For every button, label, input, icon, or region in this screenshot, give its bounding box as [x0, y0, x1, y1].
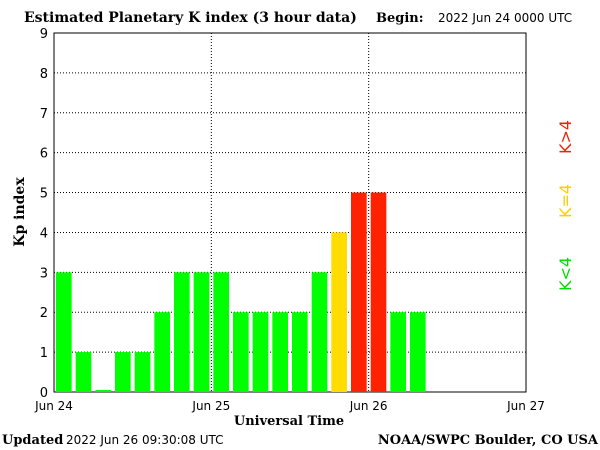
x-tick-labels: Jun 24 Jun 25 Jun 26 Jun 27 [34, 399, 545, 413]
y-tick-label-8: 8 [40, 67, 48, 82]
y-tick-label-2: 2 [40, 306, 48, 321]
begin-value: 2022 Jun 24 0000 UTC [438, 11, 572, 25]
bar-15 [331, 232, 347, 392]
bar-8 [193, 272, 210, 392]
legend-below-4: K<4 [556, 257, 575, 291]
bar-12 [272, 312, 288, 392]
bar-19 [410, 312, 426, 392]
bar-1 [56, 272, 72, 392]
bar-9 [213, 272, 229, 392]
plot-frame [53, 32, 527, 393]
y-tick-label-4: 4 [40, 226, 48, 241]
plot-area: 0 1 2 3 4 5 6 7 8 9 Jun 24 Jun 25 Jun 26 Jun 27 [34, 27, 545, 413]
x-tick-label-0: Jun 24 [34, 399, 73, 413]
updated-value: 2022 Jun 26 09:30:08 UTC [66, 433, 224, 447]
y-tick-label-1: 1 [40, 346, 48, 361]
bars [56, 192, 426, 392]
bar-4 [115, 352, 131, 392]
bar-18 [390, 312, 406, 392]
x-tick-label-3: Jun 27 [506, 399, 545, 413]
bar-3 [95, 390, 111, 392]
y-tick-label-6: 6 [40, 147, 48, 162]
y-tick-label-3: 3 [40, 266, 48, 281]
updated-label: Updated [2, 433, 63, 448]
y-tick-label-7: 7 [40, 107, 48, 122]
legend-above-4: K>4 [556, 120, 575, 154]
bar-10 [233, 312, 249, 392]
y-tick-label-9: 9 [40, 27, 48, 42]
bar-16 [351, 192, 367, 392]
y-tick-labels: 0 1 2 3 4 5 6 7 8 9 [40, 27, 48, 401]
y-tick-label-5: 5 [40, 187, 48, 202]
bar-14 [311, 272, 328, 392]
bar-11 [252, 312, 269, 392]
begin-label: Begin: [376, 11, 424, 26]
bar-13 [292, 312, 308, 392]
x-axis-label: Universal Time [234, 414, 344, 429]
bar-2 [75, 352, 92, 392]
bar-17 [370, 192, 387, 392]
source-label: NOAA/SWPC Boulder, CO USA [378, 433, 599, 448]
x-tick-label-1: Jun 25 [191, 399, 230, 413]
x-tick-label-2: Jun 26 [349, 399, 388, 413]
legend-equal-4: K=4 [556, 184, 575, 218]
grid-lines [54, 33, 526, 392]
bar-6 [154, 312, 170, 392]
bar-7 [174, 272, 190, 392]
bar-5 [134, 352, 151, 392]
y-axis-label: Kp index [12, 177, 28, 247]
chart-title: Estimated Planetary K index (3 hour data… [24, 10, 357, 26]
y-tick-label-0: 0 [40, 386, 48, 401]
